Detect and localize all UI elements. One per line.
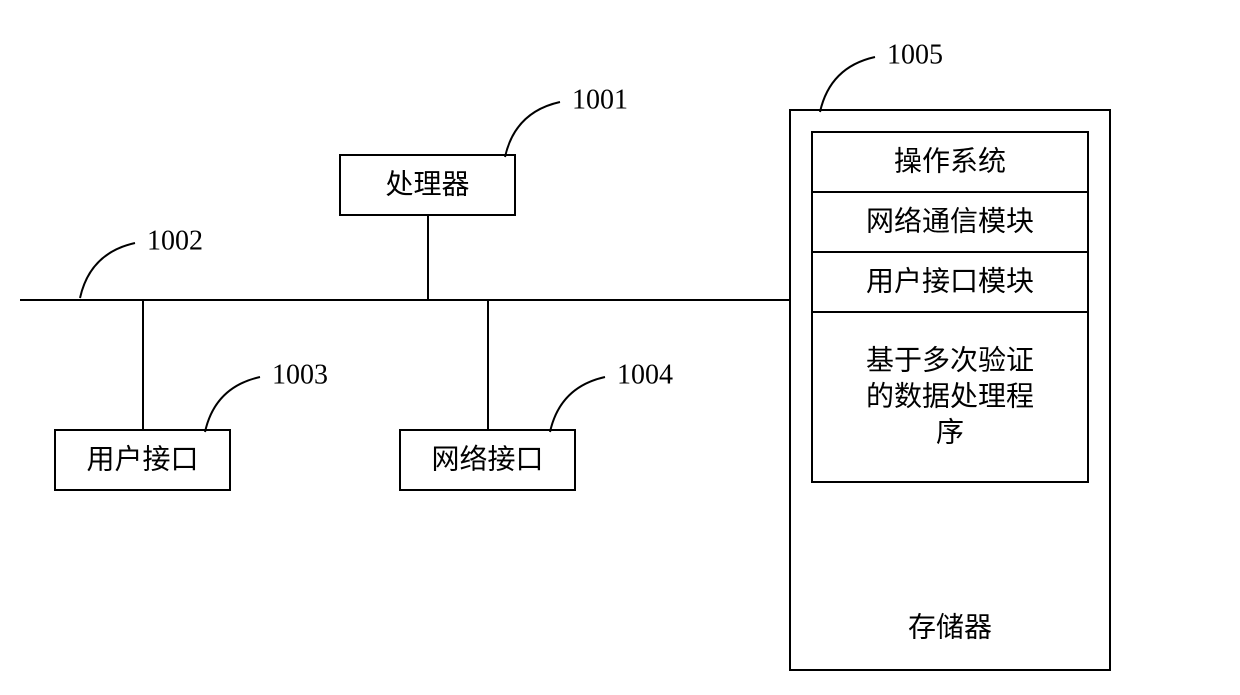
network-interface-label: 网络接口 [431,443,543,475]
architecture-diagram: 处理器 1001 1002 用户接口 1003 网络接口 1004 1005 操作系统网络通信模… [0,0,1240,695]
user-interface-leader [205,377,260,432]
memory-item-label-3-line-0: 基于多次验证 [866,344,1034,376]
memory-item-label-2: 用户接口模块 [866,265,1034,297]
user-interface-label: 用户接口 [86,443,198,475]
bus-leader [80,243,135,298]
user-interface-ref: 1003 [272,359,328,390]
network-interface-ref: 1004 [617,359,673,390]
memory-item-label-3-line-1: 的数据处理程 [866,380,1034,412]
memory-leader [820,57,875,112]
memory-item-label-1: 网络通信模块 [866,205,1034,237]
processor-label: 处理器 [385,168,469,200]
processor-ref: 1001 [572,84,628,115]
bus-ref: 1002 [147,225,203,256]
processor-leader [505,102,560,157]
network-interface-leader [550,377,605,432]
memory-label: 存储器 [908,611,992,643]
memory-ref: 1005 [887,39,943,70]
memory-item-label-0: 操作系统 [894,145,1006,177]
memory-item-label-3-line-2: 序 [936,416,964,448]
